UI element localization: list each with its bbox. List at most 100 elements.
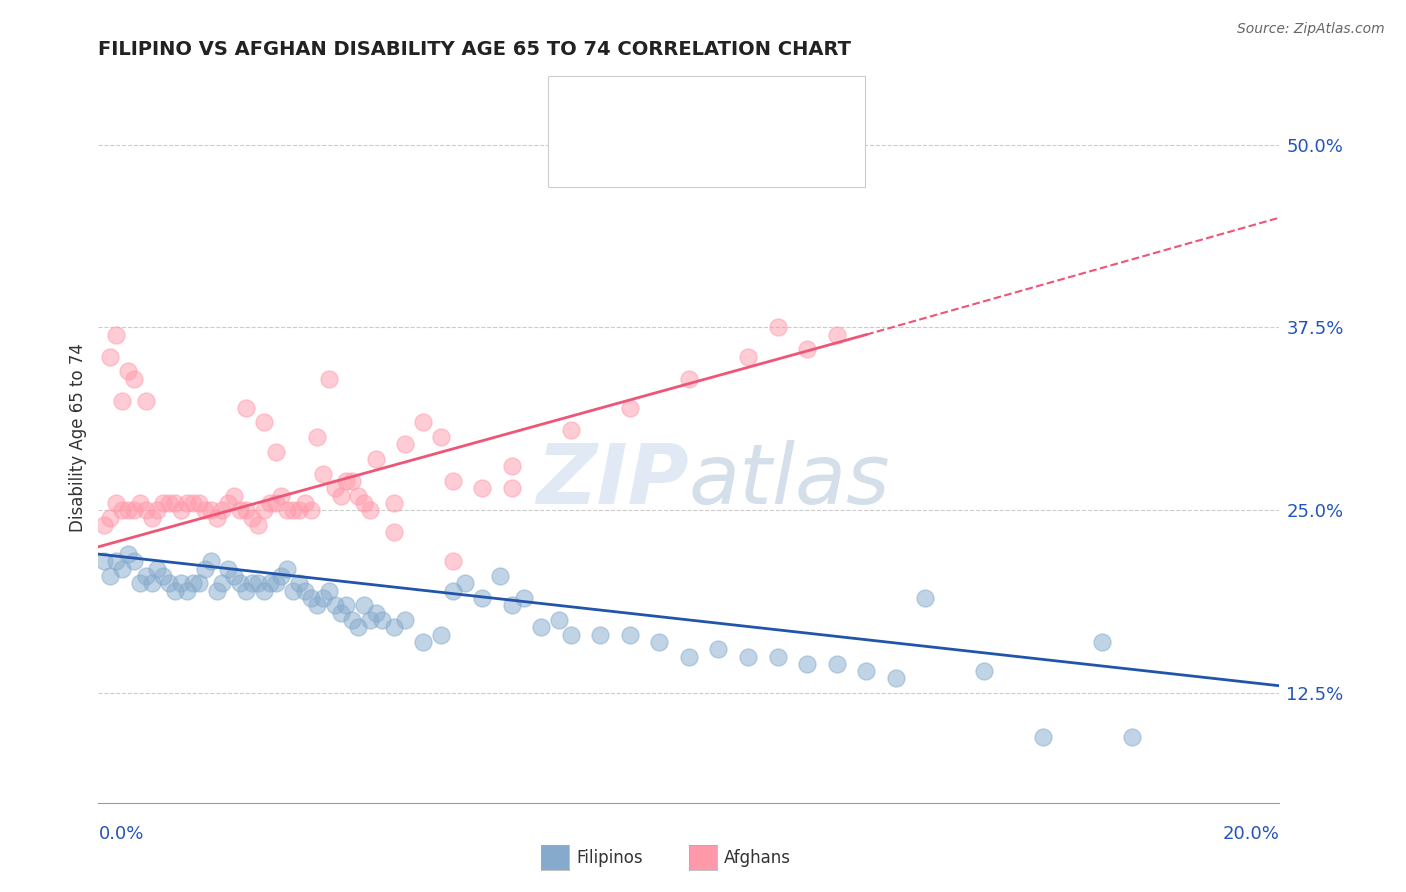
Point — [93, 517, 115, 532]
Point — [305, 430, 328, 444]
Point — [441, 583, 464, 598]
Point — [382, 496, 405, 510]
Point — [157, 576, 180, 591]
Point — [259, 496, 281, 510]
Point — [453, 576, 475, 591]
Text: N =: N = — [721, 154, 773, 172]
Point — [246, 576, 269, 591]
Point — [1091, 635, 1114, 649]
Point — [105, 496, 128, 510]
Point — [224, 569, 246, 583]
Point — [200, 554, 222, 568]
Point — [181, 576, 204, 591]
Point — [512, 591, 534, 605]
Point — [165, 583, 187, 598]
Point — [548, 613, 571, 627]
Point — [105, 554, 128, 568]
Point — [264, 444, 287, 458]
Point — [117, 503, 139, 517]
Text: N =: N = — [721, 110, 773, 128]
Point — [146, 503, 169, 517]
Point — [229, 576, 252, 591]
Point — [353, 496, 375, 510]
Point — [224, 489, 246, 503]
Point — [342, 613, 364, 627]
Point — [283, 583, 305, 598]
Point — [353, 599, 375, 613]
Point — [394, 437, 416, 451]
Point — [122, 371, 145, 385]
Point — [240, 576, 263, 591]
Point — [128, 496, 150, 510]
Point — [305, 599, 328, 613]
Point — [98, 510, 121, 524]
Point — [312, 591, 335, 605]
Point — [737, 350, 759, 364]
Point — [152, 569, 174, 583]
Point — [246, 517, 269, 532]
Point — [501, 481, 523, 495]
Point — [276, 503, 298, 517]
Point — [678, 649, 700, 664]
Point — [111, 393, 134, 408]
Point — [914, 591, 936, 605]
Point — [530, 620, 553, 634]
Point — [364, 452, 387, 467]
Point — [312, 467, 335, 481]
Point — [371, 613, 394, 627]
Point — [211, 503, 233, 517]
Point — [259, 576, 281, 591]
Point — [471, 591, 494, 605]
Point — [382, 620, 405, 634]
Point — [347, 489, 370, 503]
Point — [394, 613, 416, 627]
Point — [205, 583, 228, 598]
Point — [471, 481, 494, 495]
Point — [430, 430, 453, 444]
Text: 72: 72 — [770, 154, 796, 172]
Point — [253, 503, 276, 517]
Point — [211, 576, 233, 591]
Point — [648, 635, 671, 649]
Point — [240, 510, 263, 524]
Point — [235, 503, 257, 517]
Point — [264, 576, 287, 591]
Point — [117, 364, 139, 378]
Point — [235, 401, 257, 415]
Point — [152, 496, 174, 510]
Text: 20.0%: 20.0% — [1223, 825, 1279, 843]
Point — [589, 627, 612, 641]
Point — [105, 327, 128, 342]
Point — [111, 562, 134, 576]
Point — [276, 562, 298, 576]
Point — [157, 496, 180, 510]
Point — [194, 562, 217, 576]
Text: 77: 77 — [770, 110, 796, 128]
Point — [318, 371, 340, 385]
Point — [170, 576, 193, 591]
Point — [181, 496, 204, 510]
Point — [141, 510, 163, 524]
Point — [217, 562, 239, 576]
Text: Afghans: Afghans — [724, 849, 792, 867]
Point — [766, 649, 789, 664]
Point — [117, 547, 139, 561]
Point — [122, 503, 145, 517]
Point — [294, 496, 316, 510]
Point — [825, 657, 848, 671]
Point — [135, 503, 157, 517]
Point — [329, 489, 352, 503]
Point — [359, 503, 381, 517]
Point — [796, 343, 818, 357]
Point — [294, 583, 316, 598]
Point — [323, 599, 346, 613]
Text: -0.323: -0.323 — [658, 110, 723, 128]
Point — [229, 503, 252, 517]
Point — [122, 554, 145, 568]
Point — [678, 371, 700, 385]
Point — [359, 613, 381, 627]
Point — [217, 496, 239, 510]
Point — [283, 503, 305, 517]
Point — [288, 503, 311, 517]
Point — [135, 393, 157, 408]
